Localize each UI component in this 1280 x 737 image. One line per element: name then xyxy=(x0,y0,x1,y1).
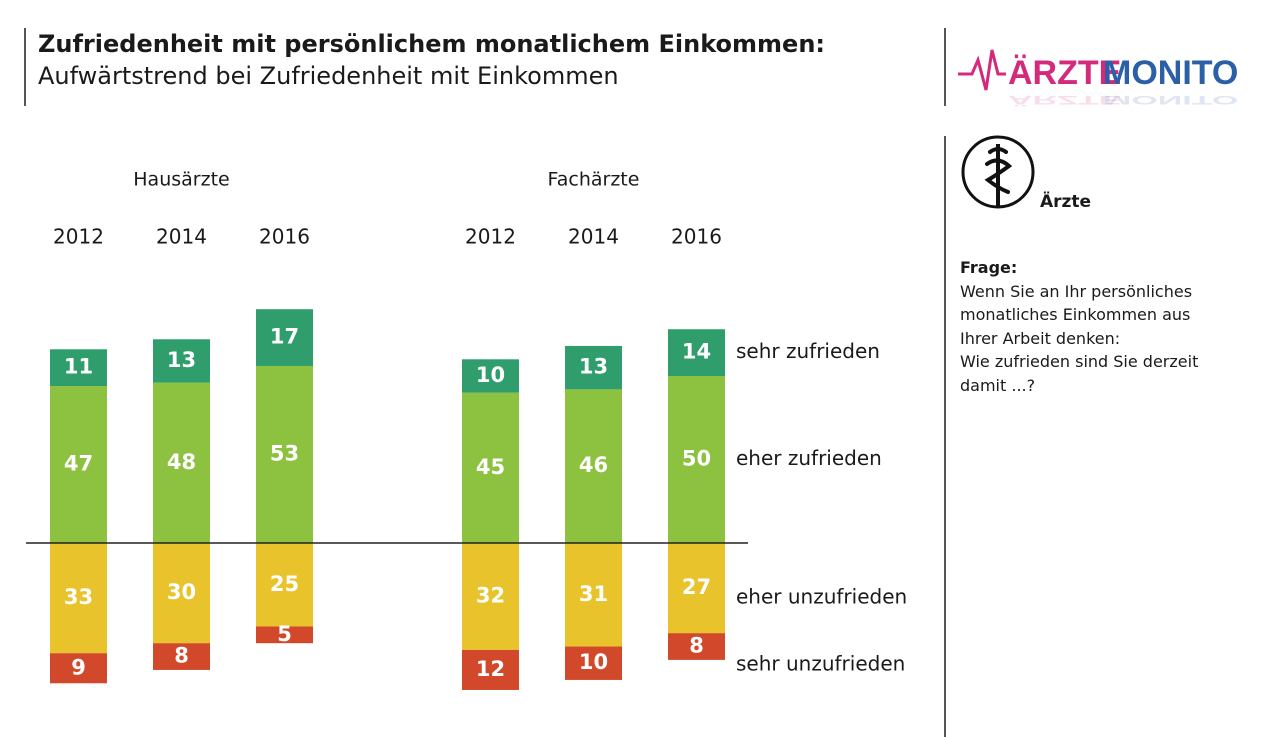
bar-segment xyxy=(50,543,107,654)
question-line: Wenn Sie an Ihr persönliches xyxy=(960,281,1193,301)
data-label: 17 xyxy=(270,325,299,349)
data-label: 47 xyxy=(64,452,93,476)
group-label: Fachärzte xyxy=(548,169,640,191)
bar-segment xyxy=(668,376,725,543)
bar-segment xyxy=(153,643,210,670)
question-line: Wie zufrieden sind Sie derzeit xyxy=(960,352,1199,371)
bar-segment xyxy=(153,382,210,543)
data-label: 9 xyxy=(71,655,86,679)
data-label: 10 xyxy=(476,363,505,387)
question-line: Ihrer Arbeit denken: xyxy=(960,328,1121,348)
legend-label: eher unzufrieden xyxy=(736,585,907,609)
chart-subtitle: Aufwärtstrend bei Zufriedenheit mit Eink… xyxy=(38,62,619,90)
bar-segment xyxy=(50,386,107,543)
data-label: 50 xyxy=(682,447,711,471)
aesculapian-staff-icon xyxy=(961,135,1035,209)
header: Zufriedenheit mit persönlichem monatlich… xyxy=(38,28,825,92)
data-label: 11 xyxy=(64,355,93,379)
bar-segment xyxy=(153,339,210,383)
question-line: damit ...? xyxy=(960,375,1036,395)
legend-label: sehr zufrieden xyxy=(736,339,880,363)
bar-segment xyxy=(668,633,725,660)
legend-label: eher zufrieden xyxy=(736,446,882,470)
bar-segment xyxy=(256,626,313,644)
bar-segment xyxy=(256,365,313,543)
year-label: 2016 xyxy=(259,225,310,249)
bar-segment xyxy=(668,329,725,376)
data-label: 48 xyxy=(167,450,196,474)
bar-segment xyxy=(462,543,519,650)
header-divider-left xyxy=(24,28,26,106)
group-label: Hausärzte xyxy=(133,169,229,191)
data-label: 5 xyxy=(277,622,292,646)
question-title: Frage: xyxy=(960,258,1018,277)
year-label: 2014 xyxy=(568,225,619,249)
year-label: 2016 xyxy=(671,225,722,249)
sidebar-divider xyxy=(944,136,946,737)
data-label: 32 xyxy=(476,583,505,607)
data-label: 13 xyxy=(579,355,608,379)
data-label: 46 xyxy=(579,453,608,477)
bar-segment xyxy=(565,345,622,390)
question-line: monatliches Einkommen aus xyxy=(960,305,1191,324)
bar-segment xyxy=(50,349,107,387)
data-label: 31 xyxy=(579,582,608,606)
chart: Hausärzte 2012 47 11 33 9 2014 48 13 30 8 2016 53 17 2… xyxy=(26,169,907,690)
bar-segment xyxy=(153,543,210,644)
aerztemonitor-logo: ÄRZTE MONITOR ÄRZTE MONITOR xyxy=(958,49,1238,106)
logo-text-aerzte: ÄRZTE xyxy=(1008,54,1121,92)
data-label: 13 xyxy=(167,348,196,372)
data-label: 53 xyxy=(270,441,299,465)
bar-segment xyxy=(256,309,313,366)
heartbeat-icon xyxy=(958,49,1006,91)
bar-segment xyxy=(462,649,519,690)
data-label: 45 xyxy=(476,455,505,479)
bar-segment xyxy=(50,653,107,684)
legend-label: sehr unzufrieden xyxy=(736,652,905,676)
logo-reflection-aerzte: ÄRZTE xyxy=(1008,93,1121,106)
year-label: 2014 xyxy=(156,225,207,249)
bar-segment xyxy=(668,543,725,634)
data-label: 8 xyxy=(689,634,704,658)
data-label: 33 xyxy=(64,585,93,609)
data-label: 30 xyxy=(167,580,196,604)
bar-segment xyxy=(565,543,622,647)
data-label: 27 xyxy=(682,575,711,599)
year-label: 2012 xyxy=(53,225,104,249)
bar-segment xyxy=(462,359,519,393)
data-label: 8 xyxy=(174,644,189,668)
logo-reflection-monitor: MONITOR xyxy=(1103,93,1238,106)
aerzte-label: Ärzte xyxy=(1040,192,1092,212)
data-label: 25 xyxy=(270,572,299,596)
bar-segment xyxy=(565,389,622,543)
data-label: 10 xyxy=(579,650,608,674)
bar-segment xyxy=(565,646,622,680)
bar-segment xyxy=(462,392,519,543)
year-label: 2012 xyxy=(465,225,516,249)
header-divider-right xyxy=(944,28,946,106)
aerzte-badge xyxy=(961,135,1035,209)
bar-segment xyxy=(256,543,313,627)
data-label: 14 xyxy=(682,340,711,364)
data-label: 12 xyxy=(476,657,505,681)
question-box: Frage: Wenn Sie an Ihr persönliches mona… xyxy=(960,256,1230,397)
logo-text-monitor: MONITOR xyxy=(1103,54,1238,92)
chart-title: Zufriedenheit mit persönlichem monatlich… xyxy=(38,30,825,58)
